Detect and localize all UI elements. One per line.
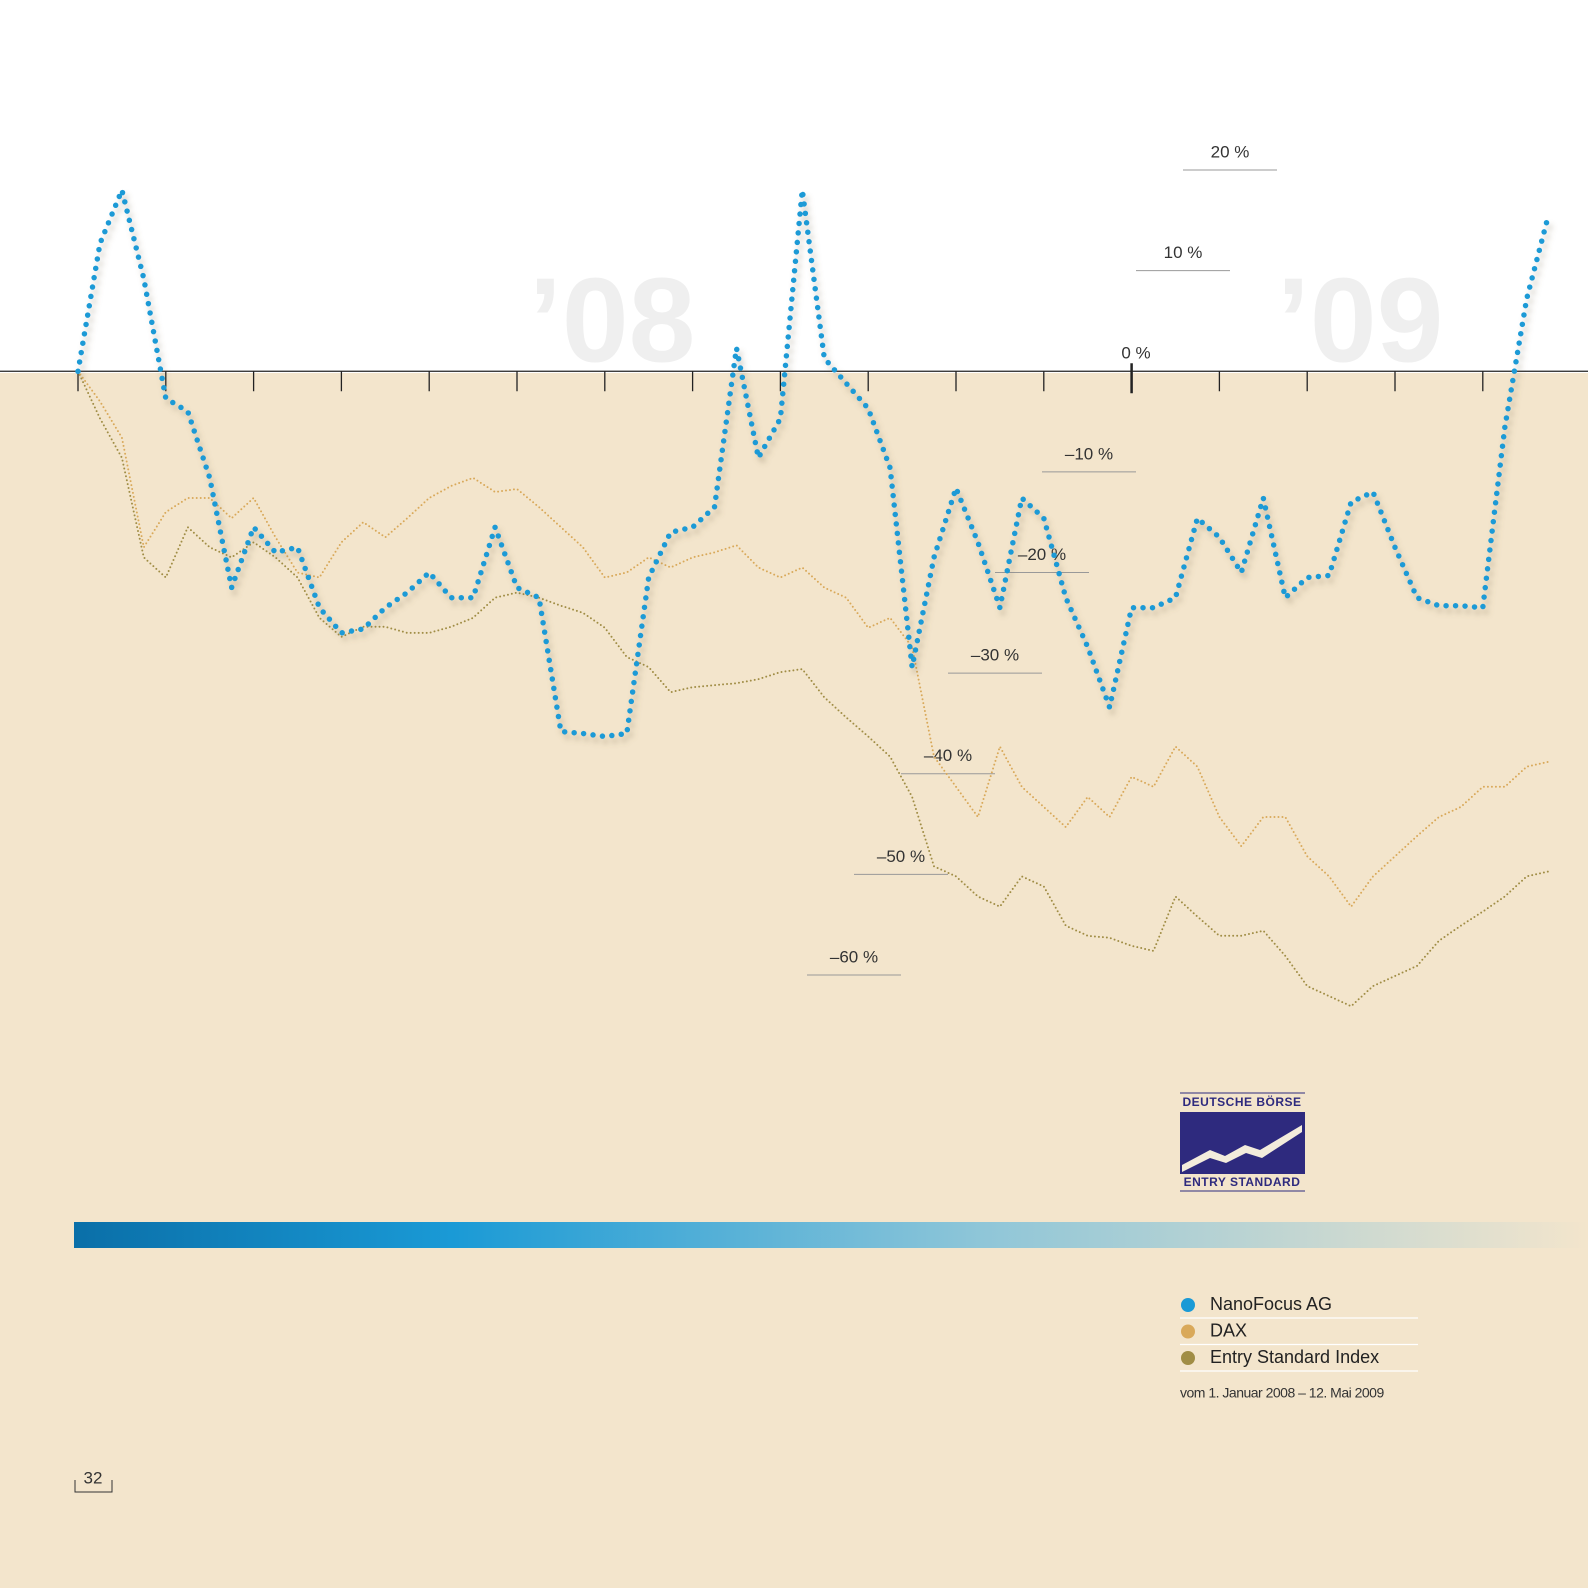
series-line (75, 187, 1552, 740)
date-note: vom 1. Januar 2008 – 12. Mai 2009 (1180, 1385, 1384, 1401)
legend-label: DAX (1210, 1320, 1247, 1340)
y-tick-label: 0 % (1121, 344, 1150, 363)
legend-label: Entry Standard Index (1210, 1347, 1379, 1367)
series-line (77, 370, 1550, 1008)
page-number-bracket (74, 1480, 113, 1493)
gradient-bar (74, 1222, 1588, 1248)
y-tick-label: –60 % (830, 947, 878, 966)
y-tick-label: –30 % (971, 646, 1019, 665)
y-tick-label: –40 % (924, 746, 972, 765)
y-tick-label: –20 % (1018, 545, 1066, 564)
y-tick-label: 20 % (1211, 142, 1250, 161)
legend-marker (1181, 1324, 1195, 1339)
logo-graph (1182, 1125, 1302, 1172)
logo: DEUTSCHE BÖRSE ENTRY STANDARD (1180, 1092, 1305, 1192)
logo-bottom: ENTRY STANDARD (1184, 1175, 1301, 1189)
series-line (77, 370, 1550, 908)
y-tick-label: –10 % (1065, 444, 1113, 463)
y-tick-label: 10 % (1164, 243, 1203, 262)
logo-top: DEUTSCHE BÖRSE (1182, 1094, 1301, 1109)
top-background (0, 0, 1588, 373)
year-label: ’09 (1277, 254, 1444, 388)
page-number: 32 (84, 1468, 103, 1487)
y-tick-label: –50 % (877, 847, 925, 866)
legend-label: NanoFocus AG (1210, 1294, 1332, 1314)
bottom-background (0, 373, 1588, 1588)
year-label: ’08 (529, 254, 696, 388)
legend-marker (1181, 1351, 1195, 1365)
legend-marker (1181, 1298, 1195, 1312)
logo-box (1180, 1112, 1305, 1174)
